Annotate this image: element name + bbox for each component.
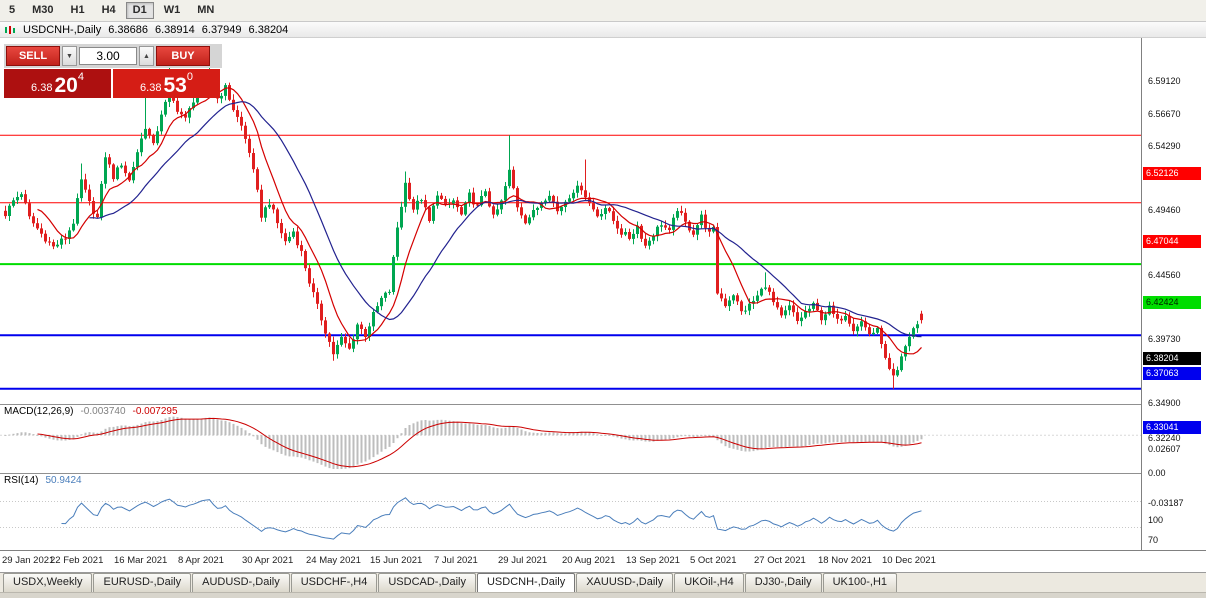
volume-down-icon[interactable]: ▼ [62,46,77,66]
chart-tab-audusd-daily[interactable]: AUDUSD-,Daily [192,573,290,592]
chart-tab-ukoil-h4[interactable]: UKOil-,H4 [674,573,744,592]
sell-price-display[interactable]: 6.38 20 4 [4,69,111,98]
date-axis-label: 29 Jan 2021 [2,555,55,566]
date-axis-label: 16 Mar 2021 [114,555,168,566]
price-axis-tick: 6.39730 [1148,334,1181,344]
sell-price-big: 20 [54,74,78,97]
date-axis-label: 29 Jul 2021 [498,555,548,566]
date-axis-label: 30 Apr 2021 [242,555,294,566]
buy-price-base: 6.38 [140,82,162,94]
price-axis-tick: 6.59120 [1148,76,1181,86]
chart-tab-uk100-h1[interactable]: UK100-,H1 [822,573,898,592]
timeframe-button-5[interactable]: 5 [9,4,16,16]
price-axis-tick: 6.49460 [1148,205,1181,215]
rsi-line [61,497,922,540]
buy-price-big: 53 [163,74,187,97]
buy-price-sup: 0 [186,71,193,83]
price-axis-tick: 6.44560 [1148,270,1181,280]
sell-price-base: 6.38 [31,82,53,94]
date-axis-label: 10 Dec 2021 [882,555,936,566]
macd-label: MACD(12,26,9) [4,406,74,417]
rsi-axis-tick: 70 [1148,535,1159,545]
ohlc-high: 6.38914 [155,23,195,36]
date-axis-label: 24 May 2021 [306,555,361,566]
buy-button[interactable]: BUY [156,46,210,66]
chart-symbol-title: USDCNH-,Daily [23,23,102,36]
ohlc-close: 6.38204 [248,23,289,36]
macd-axis-tick: -0.03187 [1148,498,1184,508]
price-axis-tick: 6.54290 [1148,141,1181,151]
chart-tab-usdcnh-daily[interactable]: USDCNH-,Daily [476,573,576,592]
timeframe-button-mn[interactable]: MN [197,4,215,16]
date-axis-label: 20 Aug 2021 [562,555,616,566]
price-axis-tick: 6.34900 [1148,398,1181,408]
ohlc-open: 6.38686 [108,23,148,36]
price-axis: 6.59120 6.56670 6.54290 6.49460 6.44560 6.397… [1141,38,1206,590]
macd-value: -0.003740 [80,406,126,417]
date-axis-label: 7 Jul 2021 [434,555,478,566]
macd-axis-tick: 0.00 [1148,468,1166,478]
macd-signal-value: -0.007295 [132,406,178,417]
chart-tab-usdx-weekly[interactable]: USDX,Weekly [3,573,93,592]
date-axis-label: 8 Apr 2021 [178,555,224,566]
price-axis-tick: 6.32240 [1148,433,1181,443]
timeframe-button-w1[interactable]: W1 [163,4,181,16]
candles-layer [4,58,923,389]
ohlc-low: 6.37949 [201,23,242,36]
ma-slow-line [89,101,922,338]
last-price-label: 6.38204 [1143,352,1201,365]
macd-axis-tick: 0.02607 [1148,444,1181,454]
macd-signal-line [37,417,922,468]
level-lines[interactable] [0,134,1141,390]
date-axis-label: 27 Oct 2021 [754,555,806,566]
timeframe-toolbar: 5 M30 H1 H4 D1 W1 MN [0,0,1206,22]
chart-titlebar: USDCNH-,Daily 6.38686 6.38914 6.37949 6.… [0,22,1206,38]
timeframe-button-h4[interactable]: H4 [101,4,116,16]
date-axis-label: 22 Feb 2021 [50,555,104,566]
trade-panel-prices: 6.38 20 4 6.38 53 0 [4,69,222,98]
chart-tab-usdchf-h4[interactable]: USDCHF-,H4 [290,573,378,592]
ma-fast-line [37,87,922,355]
rsi-label-row: RSI(14) 50.9424 [4,475,82,486]
status-bar [0,592,1206,598]
price-level-label: 6.33041 [1143,421,1201,434]
timeframe-button-h1[interactable]: H1 [70,4,85,16]
buy-price-display[interactable]: 6.38 53 0 [113,69,220,98]
chart-tab-xauusd-daily[interactable]: XAUUSD-,Daily [576,573,674,592]
chart-tab-bar: USDX,Weekly EURUSD-,Daily AUDUSD-,Daily USD… [0,572,1206,592]
date-axis-label: 5 Oct 2021 [690,555,737,566]
timeframe-button-d1[interactable]: D1 [125,2,154,19]
rsi-axis-tick: 100 [1148,515,1164,525]
price-chart-svg[interactable] [0,38,1141,550]
chart-tab-eurusd-daily[interactable]: EURUSD-,Daily [93,573,192,592]
sell-button[interactable]: SELL [6,46,60,66]
date-axis: 29 Jan 2021 22 Feb 2021 16 Mar 2021 8 Apr 2… [0,550,1206,572]
volume-input[interactable] [79,47,137,65]
date-axis-label: 15 Jun 2021 [370,555,423,566]
sell-price-sup: 4 [77,71,84,83]
price-level-label: 6.47044 [1143,235,1201,248]
macd-histogram [4,416,923,469]
date-axis-label: 13 Sep 2021 [626,555,680,566]
chart-tab-usdcad-daily[interactable]: USDCAD-,Daily [378,573,476,592]
rsi-value: 50.9424 [45,475,82,486]
date-axis-label: 18 Nov 2021 [818,555,872,566]
chart-tab-dj30-daily[interactable]: DJ30-,Daily [744,573,822,592]
volume-up-icon[interactable]: ▲ [139,46,154,66]
rsi-label: RSI(14) [4,475,39,486]
macd-label-row: MACD(12,26,9) -0.003740 -0.007295 [4,406,178,417]
candlestick-chart-icon [4,25,16,35]
price-axis-tick: 6.56670 [1148,109,1181,119]
price-level-label: 6.52126 [1143,167,1201,180]
price-level-label: 6.37063 [1143,367,1201,380]
price-level-label: 6.42424 [1143,296,1201,309]
trade-panel-controls: SELL ▼ ▲ BUY [4,44,222,68]
timeframe-button-m30[interactable]: M30 [32,4,54,16]
